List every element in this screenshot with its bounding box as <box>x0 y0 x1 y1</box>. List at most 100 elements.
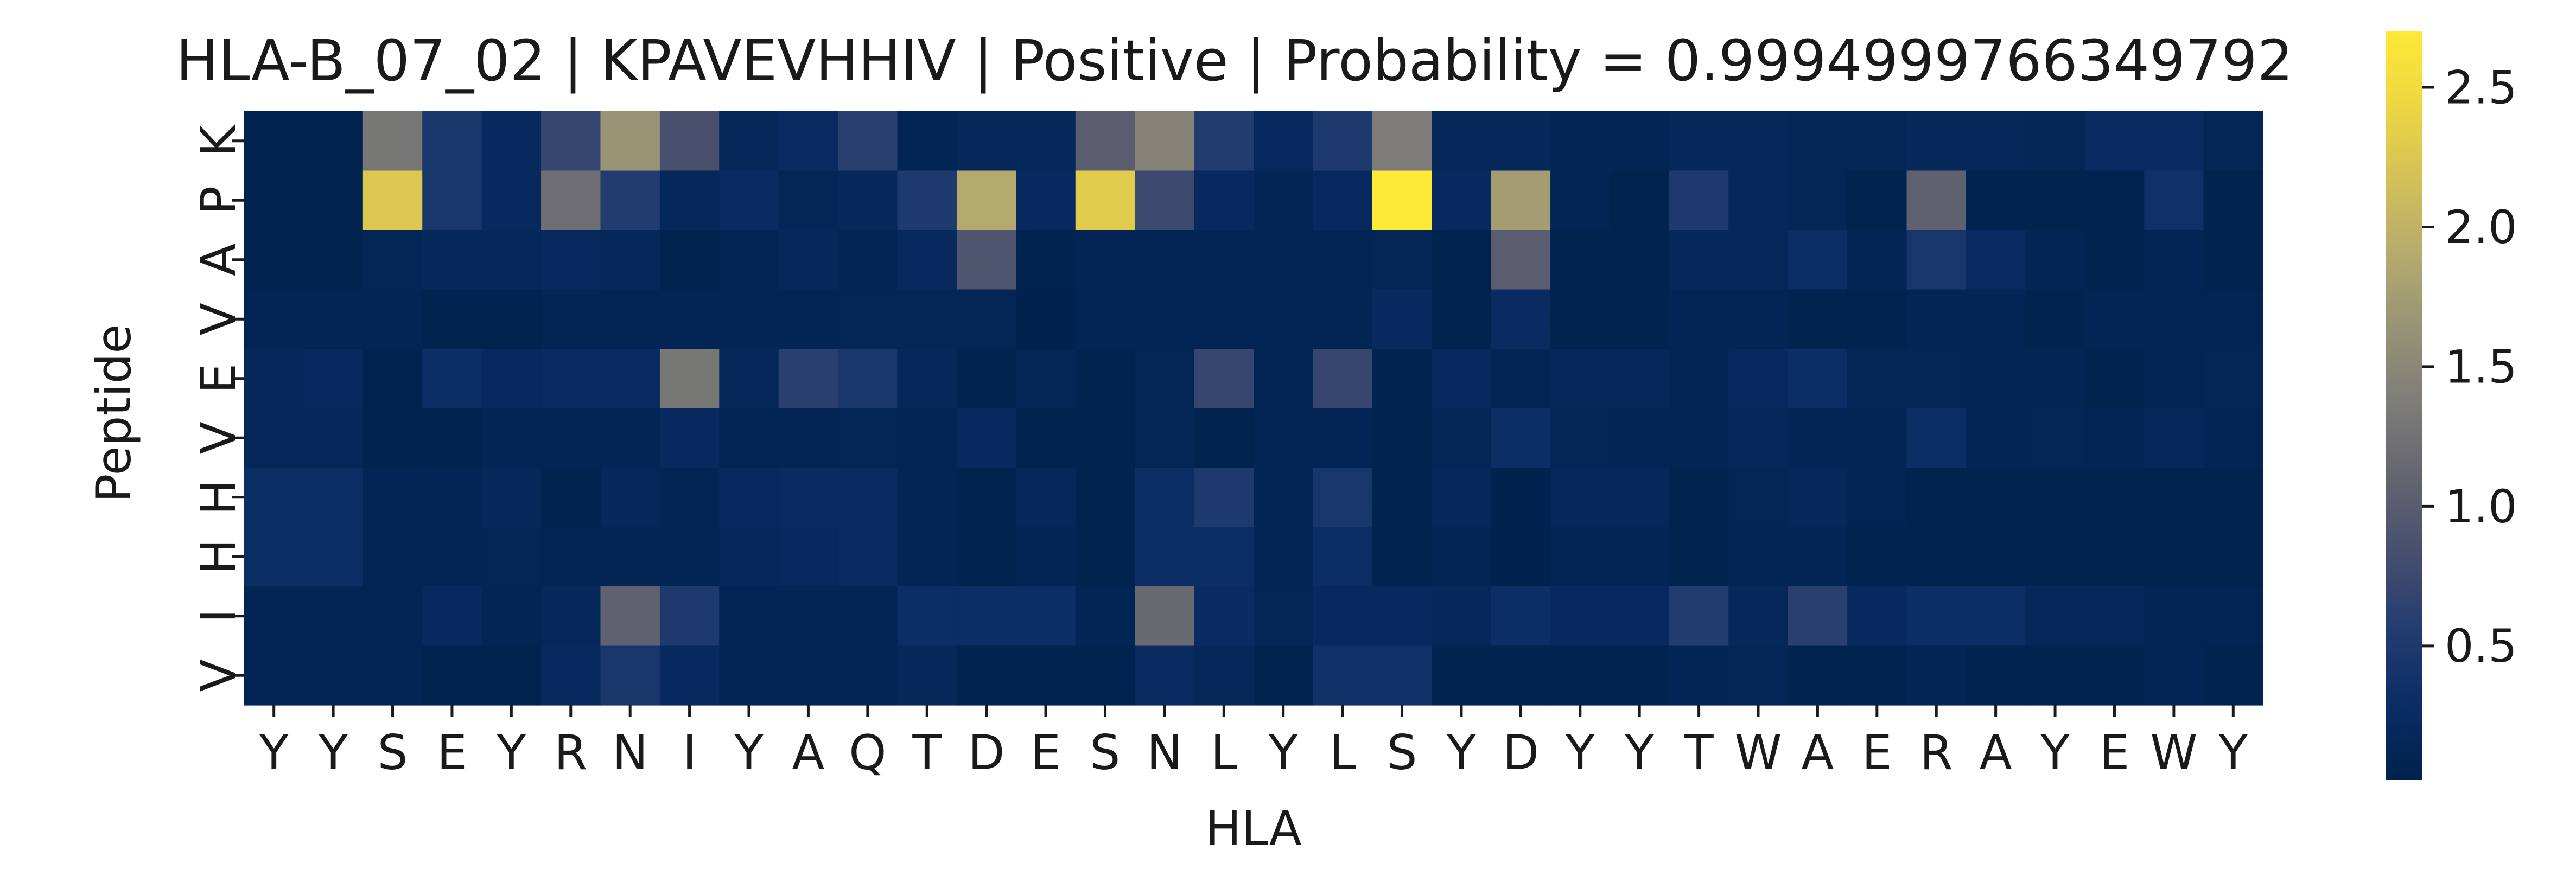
heatmap-cell <box>1906 230 1967 290</box>
heatmap-cell <box>838 111 898 171</box>
heatmap-cell <box>362 468 423 528</box>
heatmap-cell <box>778 111 838 171</box>
heatmap-cell <box>541 170 601 231</box>
heatmap-cell <box>1313 468 1373 528</box>
heatmap-cell <box>422 645 482 706</box>
heatmap-cell <box>1194 289 1254 349</box>
heatmap-cell <box>1135 586 1195 647</box>
heatmap-cell <box>897 289 957 349</box>
heatmap-cell <box>541 111 601 171</box>
heatmap-cell <box>1432 645 1492 706</box>
heatmap-cell <box>1254 527 1314 587</box>
heatmap-cell <box>1016 170 1076 231</box>
heatmap-cell <box>1788 527 1848 587</box>
y-axis-label: Peptide <box>86 324 142 503</box>
heatmap-cell <box>362 349 423 409</box>
heatmap-cell <box>1491 645 1551 706</box>
heatmap-cell <box>1906 111 1967 171</box>
heatmap-cell <box>2084 527 2145 587</box>
x-tick-label: Y <box>1268 725 1298 781</box>
heatmap-cell <box>1906 645 1967 706</box>
heatmap-cell <box>897 230 957 290</box>
heatmap-cell <box>303 408 364 468</box>
heatmap-cell <box>1135 230 1195 290</box>
heatmap-cell <box>2025 170 2085 231</box>
heatmap-cell <box>897 468 957 528</box>
heatmap-cell <box>1847 408 1907 468</box>
heatmap-cell <box>1906 408 1967 468</box>
heatmap-cell <box>541 586 601 647</box>
heatmap-cell <box>2203 586 2263 647</box>
x-tick-label: E <box>1862 725 1892 781</box>
heatmap-cell <box>719 586 779 647</box>
heatmap-cell <box>1610 349 1670 409</box>
x-tick-label: T <box>912 725 942 781</box>
heatmap-cell <box>1432 468 1492 528</box>
x-tick-label: S <box>378 725 408 781</box>
heatmap-cell <box>1669 408 1729 468</box>
heatmap-cells <box>244 111 2263 706</box>
heatmap-cell <box>303 289 364 349</box>
heatmap-cell <box>244 230 304 290</box>
heatmap-cell <box>1016 289 1076 349</box>
heatmap-cell <box>1135 111 1195 171</box>
heatmap-cell <box>244 408 304 468</box>
heatmap-cell <box>897 645 957 706</box>
x-tick-label: W <box>2150 725 2197 781</box>
heatmap-cell <box>2203 111 2263 171</box>
heatmap-cell <box>1075 645 1135 706</box>
heatmap-cell <box>1432 289 1492 349</box>
heatmap-cell <box>1254 289 1314 349</box>
heatmap-cell <box>1135 170 1195 231</box>
heatmap-cell <box>600 111 660 171</box>
heatmap-cell <box>1550 349 1611 409</box>
y-tick-label: E <box>190 363 246 394</box>
heatmap-cell <box>1194 230 1254 290</box>
x-tick-label: N <box>1147 725 1182 781</box>
heatmap-cell <box>1847 111 1907 171</box>
heatmap-cell <box>2025 586 2085 647</box>
heatmap-cell <box>1847 645 1907 706</box>
heatmap-cell <box>362 586 423 647</box>
heatmap-cell <box>422 230 482 290</box>
heatmap-cell <box>838 230 898 290</box>
heatmap-cell <box>897 408 957 468</box>
heatmap-cell <box>659 468 720 528</box>
heatmap-cell <box>778 586 838 647</box>
heatmap-cell <box>1075 527 1135 587</box>
heatmap-cell <box>1966 527 2026 587</box>
heatmap-cell <box>1254 645 1314 706</box>
heatmap-cell <box>2144 645 2204 706</box>
heatmap-cell <box>1135 349 1195 409</box>
heatmap-cell <box>1372 230 1432 290</box>
heatmap-cell <box>1372 408 1432 468</box>
heatmap-cell <box>1847 230 1907 290</box>
heatmap-cell <box>1313 230 1373 290</box>
heatmap-cell <box>1075 111 1135 171</box>
heatmap-cell <box>422 111 482 171</box>
heatmap-cell <box>778 349 838 409</box>
x-tick-label: I <box>683 725 697 781</box>
heatmap-cell <box>719 645 779 706</box>
heatmap-cell <box>303 111 364 171</box>
heatmap-cell <box>1669 170 1729 231</box>
heatmap-cell <box>1254 468 1314 528</box>
heatmap-cell <box>1610 586 1670 647</box>
heatmap-cell <box>1075 289 1135 349</box>
heatmap-cell <box>659 408 720 468</box>
heatmap-cell <box>1194 586 1254 647</box>
heatmap-cell <box>1491 289 1551 349</box>
x-tick-label: E <box>2100 725 2130 781</box>
heatmap-cell <box>1847 289 1907 349</box>
heatmap-cell <box>1135 527 1195 587</box>
y-tick-label: A <box>190 244 246 276</box>
heatmap-cell <box>244 349 304 409</box>
heatmap-cell <box>1254 230 1314 290</box>
heatmap-cell <box>244 468 304 528</box>
heatmap-cell <box>600 349 660 409</box>
heatmap-cell <box>1610 170 1670 231</box>
heatmap-cell <box>1610 289 1670 349</box>
heatmap-cell <box>659 230 720 290</box>
heatmap-cell <box>244 170 304 231</box>
